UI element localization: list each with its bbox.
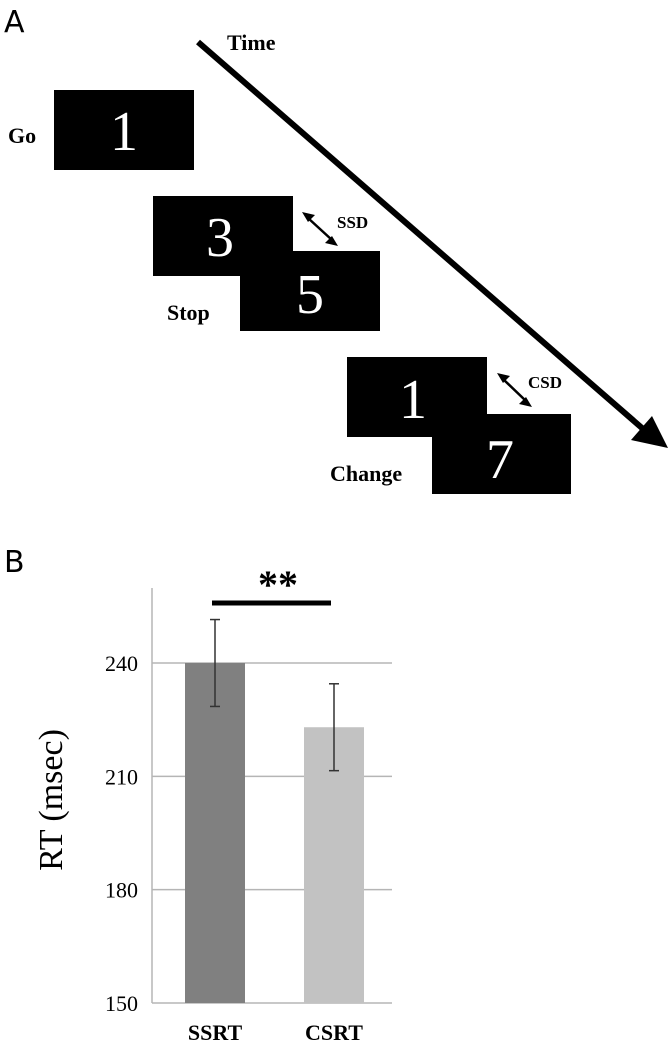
- x-tick-labels: SSRT CSRT: [188, 1020, 363, 1045]
- significance-stars: **: [258, 562, 298, 607]
- x-tick-label: CSRT: [305, 1020, 363, 1045]
- panel-a-letter: A: [4, 5, 25, 40]
- go-stimulus-box: [54, 90, 194, 170]
- y-tick-label: 180: [105, 878, 138, 903]
- significance-marker: **: [212, 562, 331, 607]
- ssd-label: SSD: [337, 213, 368, 232]
- x-tick-label: SSRT: [188, 1020, 243, 1045]
- bar-ssrt: [185, 663, 245, 1003]
- y-tick-label: 240: [105, 651, 138, 676]
- stop-trial: 3 5 Stop SSD: [153, 196, 380, 331]
- bars: [185, 663, 364, 1003]
- panel-b-letter: B: [4, 545, 25, 580]
- error-bar-csrt: [329, 683, 339, 772]
- stop-second-digit: 5: [296, 264, 324, 326]
- go-trial: 1 Go: [8, 90, 194, 170]
- go-label: Go: [8, 123, 36, 148]
- error-bar-ssrt: [210, 618, 220, 708]
- error-bars: [210, 618, 339, 772]
- time-label: Time: [227, 30, 276, 55]
- csd-double-arrow-icon: [497, 373, 532, 407]
- ssd-double-arrow-icon: [302, 212, 338, 246]
- bar-csrt: [304, 727, 364, 1003]
- go-digit: 1: [110, 101, 138, 163]
- change-signal-box: [432, 414, 571, 494]
- change-trial: 1 7 Change CSD: [330, 357, 571, 494]
- y-axis-label: RT (msec): [33, 729, 70, 871]
- time-arrow: [196, 39, 668, 448]
- y-tick-label: 150: [105, 991, 138, 1016]
- y-tick-label: 210: [105, 764, 138, 789]
- stop-signal-box: [240, 251, 380, 331]
- stop-label: Stop: [167, 300, 210, 325]
- rt-bar-chart: 150 180 210 240 SSRT CSRT RT (msec) **: [33, 562, 392, 1045]
- stop-first-digit: 3: [206, 207, 234, 269]
- change-second-digit: 7: [486, 429, 514, 491]
- csd-label: CSD: [528, 373, 562, 392]
- y-tick-labels: 150 180 210 240: [105, 651, 138, 1016]
- change-first-digit: 1: [399, 369, 427, 431]
- change-label: Change: [330, 461, 402, 486]
